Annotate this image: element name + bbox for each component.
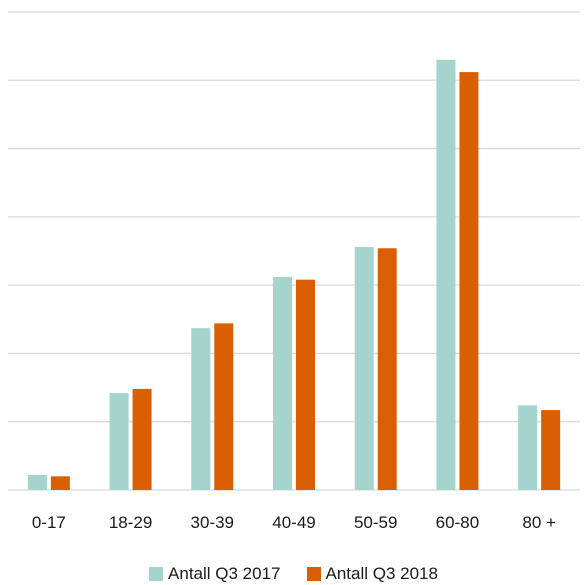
bars [27, 59, 561, 491]
bar-6080-series-1 [459, 72, 479, 490]
bar-6080-series-0 [436, 59, 456, 491]
bar-3039-series-1 [214, 323, 234, 490]
x-tick-label: 80 + [522, 513, 556, 532]
gridlines [8, 11, 580, 491]
bar-4049-series-1 [296, 279, 315, 490]
legend: Antall Q3 2017 Antall Q3 2018 [0, 563, 587, 585]
legend-label: Antall Q3 2017 [168, 564, 281, 583]
x-tick-label: 0-17 [32, 513, 66, 532]
bar-80-series-1 [541, 410, 561, 490]
x-tick-label: 50-59 [354, 513, 397, 532]
legend-swatch [306, 567, 321, 581]
bar-5059-series-0 [354, 246, 374, 490]
legend-item-series-0: Antall Q3 2017 [149, 564, 281, 584]
x-tick-label: 60-80 [436, 513, 479, 532]
bar-4049-series-0 [273, 276, 292, 490]
x-axis-tick-labels: 0-17 18-29 30-39 40-49 50-59 60-80 80 + [32, 513, 556, 532]
bar-017-series-1 [50, 476, 70, 490]
bar-017-series-0 [27, 474, 47, 490]
bar-5059-series-1 [377, 248, 397, 490]
bar-1829-series-1 [132, 388, 152, 490]
legend-swatch [149, 567, 164, 581]
legend-item-series-1: Antall Q3 2018 [306, 564, 438, 584]
legend-label: Antall Q3 2018 [325, 564, 438, 583]
bar-1829-series-0 [109, 393, 129, 490]
bar-3039-series-0 [191, 328, 211, 490]
bar-chart: 0-17 18-29 30-39 40-49 50-59 60-80 80 + [8, 11, 580, 532]
x-tick-label: 18-29 [109, 513, 152, 532]
bar-80-series-0 [518, 405, 538, 490]
x-tick-label: 30-39 [191, 513, 234, 532]
x-tick-label: 40-49 [272, 513, 315, 532]
